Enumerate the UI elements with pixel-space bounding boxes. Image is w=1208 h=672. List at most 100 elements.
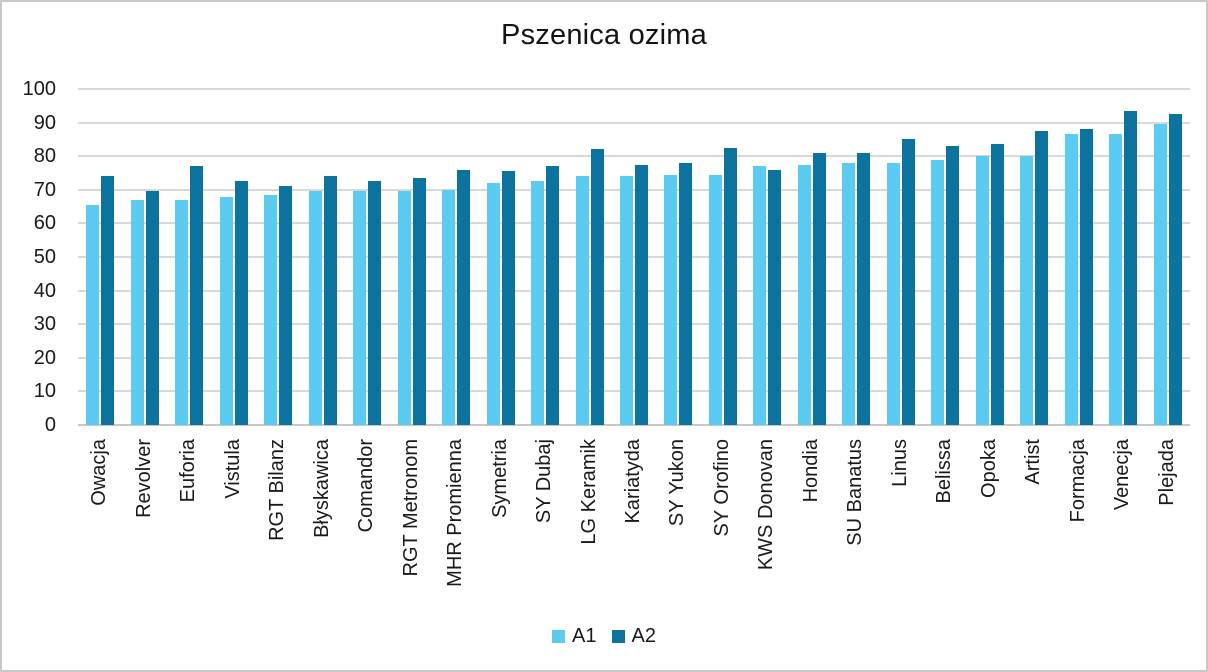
x-category-label: RGT Metronom xyxy=(400,439,422,577)
legend-swatch-a2 xyxy=(611,629,625,643)
bar-a1-13 xyxy=(620,176,633,425)
bar-a2-13 xyxy=(635,165,648,425)
bar-a2-14 xyxy=(679,163,692,425)
bar-a1-21 xyxy=(976,156,989,425)
x-category-label: SY Yukon xyxy=(666,439,688,527)
gridline xyxy=(78,256,1190,258)
x-category-label: Venecja xyxy=(1111,439,1133,511)
y-tick-label: 10 xyxy=(33,380,56,403)
bar-a1-15 xyxy=(709,175,722,425)
gridline xyxy=(78,356,1190,359)
x-category-label: SY Orofino xyxy=(711,439,733,537)
bar-a1-20 xyxy=(931,160,944,425)
bar-a2-25 xyxy=(1169,114,1182,425)
bar-a2-15 xyxy=(724,148,737,425)
x-category-label: Vistula xyxy=(222,439,244,499)
bar-a1-25 xyxy=(1154,124,1167,425)
bar-a2-4 xyxy=(235,181,248,425)
bar-a2-1 xyxy=(101,176,114,425)
bar-a2-23 xyxy=(1080,129,1093,425)
y-tick-label: 30 xyxy=(33,313,56,336)
bar-a2-8 xyxy=(413,178,426,425)
bar-a1-5 xyxy=(264,195,277,425)
gridline xyxy=(78,289,1190,292)
gridline xyxy=(78,390,1190,393)
x-category-label: Kariatyda xyxy=(622,439,644,524)
x-category-label: MHR Promienna xyxy=(444,439,466,587)
bar-a1-16 xyxy=(753,166,766,425)
y-tick-label: 100 xyxy=(22,78,56,100)
bar-a2-22 xyxy=(1035,131,1048,425)
bar-a2-7 xyxy=(368,181,381,425)
bar-a1-24 xyxy=(1109,134,1122,425)
bar-a1-1 xyxy=(86,205,99,425)
y-tick-label: 20 xyxy=(33,346,56,369)
bar-a1-11 xyxy=(531,181,544,425)
x-category-label: Formacja xyxy=(1067,439,1089,523)
x-category-label: KWS Donovan xyxy=(755,439,777,571)
plot-area xyxy=(78,88,1190,426)
y-tick-label: 70 xyxy=(33,178,56,201)
chart-title: Pszenica ozima xyxy=(501,19,707,51)
x-category-label: RGT Bilanz xyxy=(266,439,288,541)
bar-a1-8 xyxy=(398,191,411,425)
x-category-label: Hondia xyxy=(800,439,822,503)
bar-a1-9 xyxy=(442,190,455,425)
x-category-label: Linus xyxy=(889,439,911,487)
legend: A1 A2 xyxy=(2,626,1206,646)
legend-label: A1 xyxy=(572,625,597,647)
x-category-label: Comandor xyxy=(355,439,377,533)
x-category-label: Błyskawica xyxy=(311,439,333,538)
bar-a2-5 xyxy=(279,186,292,425)
x-category-label: Belissa xyxy=(933,439,955,504)
bar-a2-24 xyxy=(1124,111,1137,425)
y-tick-label: 60 xyxy=(33,212,56,235)
bar-a2-19 xyxy=(902,139,915,425)
gridline xyxy=(78,88,1190,90)
bar-a1-14 xyxy=(664,175,677,425)
x-axis-line xyxy=(78,424,1190,426)
bar-a1-6 xyxy=(309,191,322,425)
bar-a1-7 xyxy=(353,191,366,425)
gridline xyxy=(78,155,1190,158)
gridline xyxy=(78,222,1190,225)
gridline xyxy=(78,121,1190,124)
x-category-label: Revolver xyxy=(133,439,155,518)
y-tick-label: 50 xyxy=(33,246,56,268)
bar-a2-6 xyxy=(324,176,337,425)
bar-a2-18 xyxy=(857,153,870,425)
bar-a2-21 xyxy=(991,144,1004,425)
bar-a1-12 xyxy=(576,176,589,425)
bar-a1-10 xyxy=(487,183,500,425)
bar-a1-22 xyxy=(1020,156,1033,425)
bar-a2-9 xyxy=(457,170,470,425)
gridline xyxy=(78,323,1190,326)
bar-a1-19 xyxy=(887,163,900,425)
bar-a1-23 xyxy=(1065,134,1078,425)
x-category-label: Plejada xyxy=(1156,439,1178,506)
x-category-label: Euforia xyxy=(177,439,199,503)
bar-a2-3 xyxy=(190,166,203,425)
bar-a2-20 xyxy=(946,146,959,425)
y-tick-label: 80 xyxy=(33,145,56,168)
x-category-label: Opoka xyxy=(978,439,1000,498)
legend-item-a1: A1 xyxy=(552,625,597,647)
bar-a2-11 xyxy=(546,166,559,425)
gridline xyxy=(78,188,1190,191)
bar-a2-2 xyxy=(146,191,159,425)
legend-swatch-a1 xyxy=(552,629,566,643)
y-tick-label: 90 xyxy=(33,111,56,134)
x-category-label: Symetria xyxy=(489,439,511,518)
bar-a1-18 xyxy=(842,163,855,425)
bar-a2-12 xyxy=(591,149,604,425)
x-category-label: Artist xyxy=(1022,439,1044,485)
x-category-label: LG Keramik xyxy=(578,439,600,545)
bar-a2-17 xyxy=(813,153,826,425)
legend-item-a2: A2 xyxy=(611,626,656,646)
y-tick-label: 0 xyxy=(44,414,56,436)
bar-a1-3 xyxy=(175,200,188,425)
bar-a1-17 xyxy=(798,165,811,425)
bar-a1-4 xyxy=(220,197,233,425)
bar-a2-16 xyxy=(768,170,781,425)
